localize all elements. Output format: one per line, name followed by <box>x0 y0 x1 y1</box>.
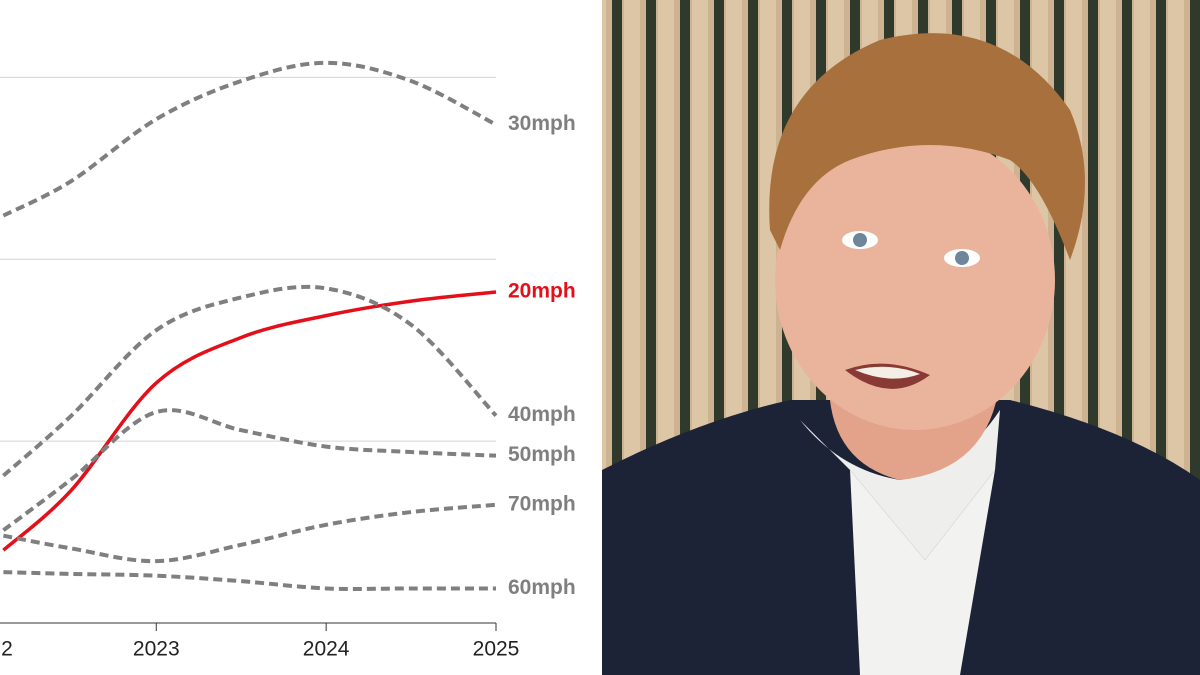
series-label: 60mph <box>508 576 576 599</box>
series-label: 50mph <box>508 443 576 466</box>
x-tick-label: 2024 <box>303 638 350 661</box>
line-series <box>3 570 496 591</box>
series-label: 70mph <box>508 492 576 515</box>
plot-area: 2 2023 2024 2025 30mph 20mph 40mph 50mph 70mph 60… <box>0 60 576 661</box>
x-tick-label: 2023 <box>133 638 180 661</box>
shirt <box>850 470 995 675</box>
series-label: 40mph <box>508 403 576 426</box>
line-series <box>2 408 497 532</box>
line-series <box>2 284 498 478</box>
photo <box>602 0 1200 675</box>
hair <box>769 33 1085 261</box>
line-series <box>2 60 497 218</box>
iris-left <box>853 233 867 247</box>
teeth <box>855 366 920 379</box>
line-series <box>2 290 497 552</box>
x-tick-label: 2 <box>1 638 13 661</box>
line-series <box>3 502 497 564</box>
series-label: 20mph <box>508 280 576 303</box>
face <box>775 130 1055 430</box>
shirt-collar <box>800 410 1000 560</box>
series-label: 30mph <box>508 112 576 135</box>
x-tick-label: 2025 <box>473 638 520 661</box>
iris-right <box>955 251 969 265</box>
